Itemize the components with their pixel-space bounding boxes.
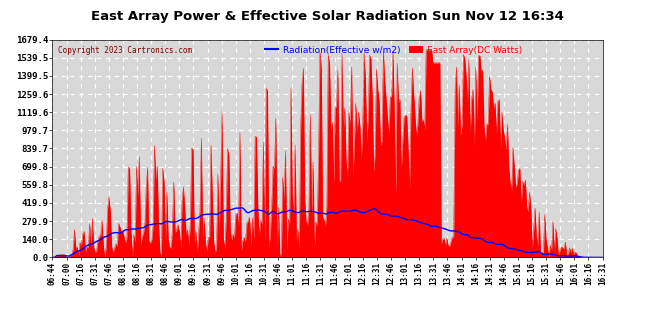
Text: Copyright 2023 Cartronics.com: Copyright 2023 Cartronics.com [58, 46, 192, 55]
Legend: Radiation(Effective w/m2), East Array(DC Watts): Radiation(Effective w/m2), East Array(DC… [261, 42, 526, 58]
Text: East Array Power & Effective Solar Radiation Sun Nov 12 16:34: East Array Power & Effective Solar Radia… [91, 10, 564, 23]
